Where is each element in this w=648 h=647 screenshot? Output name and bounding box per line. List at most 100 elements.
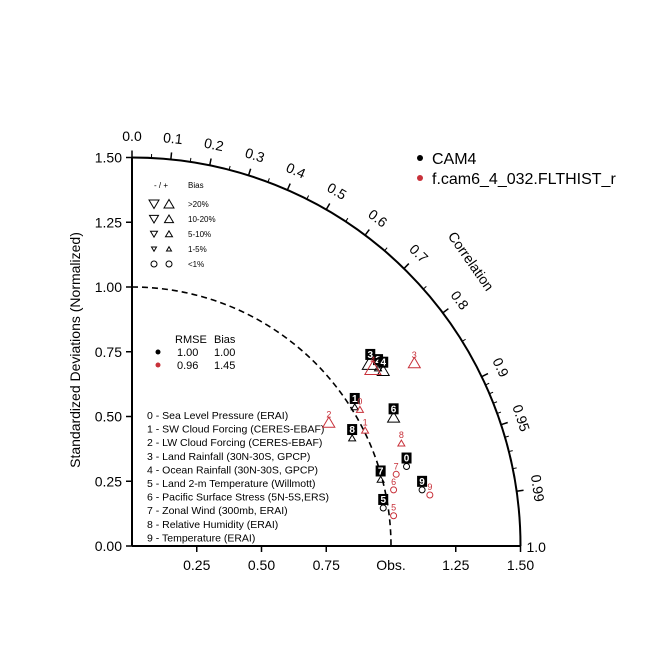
point-cam6-9: 9 (426, 482, 434, 499)
point-marker (376, 475, 386, 483)
point-marker (363, 359, 382, 376)
point-label: 8 (349, 425, 355, 436)
correlation-tick-label: 0.3 (243, 145, 267, 166)
point-label: 4 (380, 358, 386, 369)
point-label-box (349, 392, 360, 404)
correlation-tick (403, 263, 410, 270)
bias-legend-down (148, 214, 160, 225)
point-label: 3 (367, 350, 373, 361)
bias-size-legend: - / + Bias >20% 10-20% 5-10% 1-5% <1% (148, 181, 216, 269)
bias-legend-sign: - / + (154, 181, 168, 190)
rmse-header: RMSE (175, 334, 207, 346)
correlation-minor-tick (267, 178, 270, 183)
point-marker (373, 363, 383, 372)
reference-arc (131, 286, 392, 547)
point-marker (321, 416, 336, 428)
point-label: 9 (419, 477, 425, 488)
point-label-box (378, 356, 389, 368)
bias-header: Bias (214, 334, 236, 346)
correlation-minor-tick (493, 401, 498, 404)
point-cam4-1: 1 (349, 392, 360, 411)
point-marker (376, 364, 391, 376)
point-marker (407, 356, 422, 369)
point-cam6-0: 0 (355, 397, 365, 413)
series-legend-label: f.cam6_4_032.FLTHIST_r (432, 171, 616, 188)
case-legend: 0 - Sea Level Pressure (ERAI) 1 - SW Clou… (147, 410, 329, 544)
correlation-tick (442, 308, 449, 314)
correlation-tick (208, 158, 212, 166)
y-tick-label: 0.75 (95, 344, 122, 360)
point-label-box (401, 452, 412, 464)
point-marker (355, 405, 365, 413)
correlation-minor-tick (504, 435, 509, 438)
point-label: 3 (412, 350, 417, 360)
correlation-minor-tick (508, 450, 513, 453)
y-axis-title: Standardized Deviations (Normalized) (67, 232, 83, 468)
point-label-box (378, 493, 389, 505)
series-legend: CAM4 f.cam6_4_032.FLTHIST_r (417, 151, 616, 188)
correlation-minor-tick (489, 391, 494, 395)
correlation-axis-title: Correlation (445, 228, 497, 293)
point-label: 1 (363, 417, 368, 427)
series-legend-dot (417, 175, 423, 181)
case-legend-item: 5 - Land 2-m Temperature (Willmott) (147, 478, 315, 490)
point-cam4-4: 4 (376, 356, 391, 376)
case-legend-item: 6 - Pacific Surface Stress (5N-5S,ERS) (147, 492, 329, 504)
point-cam6-4: 4 (363, 355, 382, 376)
y-tick-label: 1.50 (95, 150, 122, 166)
case-legend-item: 4 - Ocean Rainfall (30N-30S, GPCP) (147, 464, 318, 476)
series-legend-dot (417, 155, 423, 161)
outer-arc (131, 156, 522, 547)
point-label: 6 (391, 477, 396, 487)
point-cam6-5: 5 (390, 503, 398, 520)
point-label-box (417, 475, 428, 487)
correlation-minor-tick (306, 195, 310, 200)
bias-legend-circle (150, 260, 158, 268)
point-label-box (375, 465, 386, 477)
correlation-tick (516, 489, 524, 492)
x-tick-label: 1.25 (442, 557, 469, 573)
series-legend-label: CAM4 (432, 151, 477, 168)
correlation-tick (481, 372, 489, 378)
x-tick-label: 1.50 (507, 557, 534, 573)
point-marker (390, 512, 398, 520)
correlation-minor-tick (423, 286, 427, 290)
correlation-tick (325, 203, 331, 210)
correlation-minor-tick (485, 382, 490, 386)
bias-value: 1.45 (214, 360, 235, 372)
correlation-tick-label: 0.8 (448, 288, 473, 313)
correlation-minor-tick (228, 165, 231, 170)
correlation-tick-label: 0.5 (324, 179, 349, 203)
point-marker (347, 433, 357, 442)
bias-legend-up (165, 245, 173, 252)
point-label-box (388, 403, 399, 415)
point-cam4-6: 6 (386, 403, 401, 423)
point-cam4-7: 7 (375, 465, 386, 483)
y-tick-label: 0.25 (95, 473, 122, 489)
point-marker (390, 486, 398, 494)
point-label: 5 (391, 503, 396, 513)
correlation-tick-label: 0.95 (509, 403, 533, 434)
case-legend-item: 7 - Zonal Wind (300mb, ERAI) (147, 505, 288, 517)
y-tick-label: 0.50 (95, 409, 122, 425)
point-label: 4 (370, 355, 375, 365)
point-label: 6 (391, 404, 397, 415)
point-cam6-2: 2 (321, 410, 336, 428)
point-label: 2 (326, 410, 331, 420)
bias-legend-label: 1-5% (188, 245, 207, 254)
y-tick-label: 1.25 (95, 214, 122, 230)
correlation-tick-label: 0.9 (489, 355, 512, 380)
bias-legend-down (148, 199, 160, 210)
point-label-box (365, 348, 376, 360)
rmse-legend-dot (155, 362, 161, 368)
case-legend-item: 1 - SW Cloud Forcing (CERES-EBAF) (147, 424, 324, 436)
bias-legend-down (150, 246, 158, 253)
point-cam6-3: 3 (407, 350, 422, 369)
correlation-tick-label: 0.2 (203, 135, 225, 155)
point-cam4-0: 0 (401, 452, 412, 471)
point-label-box (347, 424, 358, 436)
point-label-box (373, 354, 384, 366)
